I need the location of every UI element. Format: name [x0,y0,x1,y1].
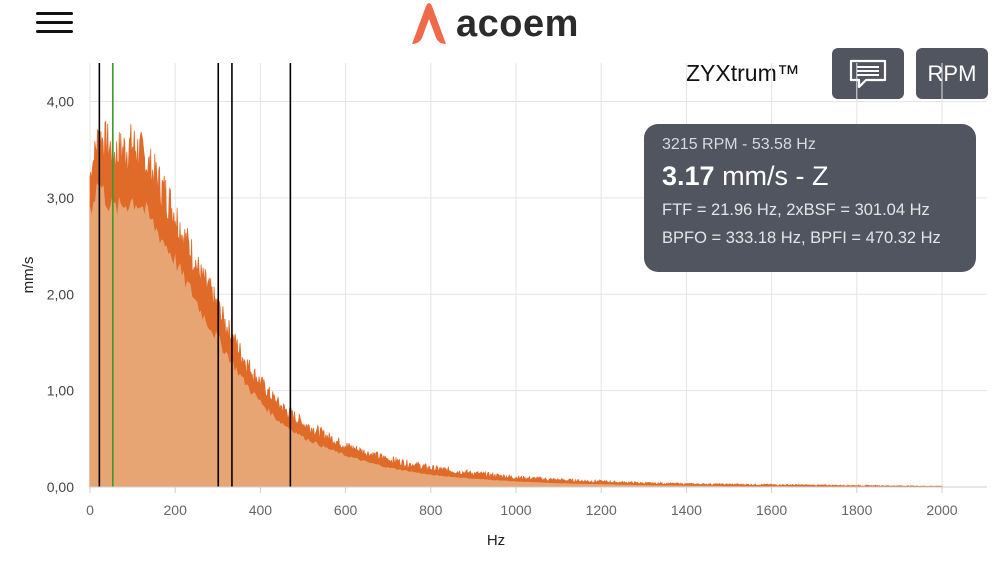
hamburger-menu-icon[interactable] [36,12,73,34]
acoem-logo-icon [412,3,446,44]
menu-bar [36,30,73,33]
x-axis-label: Hz [487,532,505,549]
y-tick-label: 4,00 [47,94,74,110]
amplitude-value: 3.17 [662,161,715,191]
x-tick-label: 800 [419,502,443,518]
y-tick-label: 2,00 [47,286,74,302]
x-tick-label: 0 [86,502,94,518]
x-tick-label: 1800 [841,502,872,518]
x-tick-label: 200 [164,502,188,518]
speed-readout: 3215 RPM - 53.58 Hz [662,136,816,153]
brand-logo: acoem [408,0,579,48]
menu-bar [36,21,73,24]
menu-bar [36,12,73,15]
y-axis-label: mm/s [20,257,37,294]
frequency-markers [98,63,292,487]
chart-axes: 0 200 400 600 800 1000 1200 1400 1600 1800 2000 0,0… [20,94,987,549]
x-tick-label: 2000 [926,502,957,518]
readout-tooltip: 3215 RPM - 53.58 Hz 3.17 mm/s - Z FTF = … [644,124,976,272]
y-tick-label: 0,00 [47,479,74,495]
bearing-frequencies-1: FTF = 21.96 Hz, 2xBSF = 301.04 Hz [662,201,930,219]
amplitude-unit: mm/s - Z [714,161,829,191]
y-tick-label: 3,00 [47,190,74,206]
comment-button[interactable] [832,48,904,99]
x-tick-label: 400 [249,502,273,518]
x-tick-label: 1000 [500,502,531,518]
y-tick-label: 1,00 [47,383,74,399]
app-title: ZYXtrum™ [686,60,800,86]
brand-name: acoem [456,2,579,45]
comment-icon [849,59,887,88]
x-tick-label: 1600 [756,502,787,518]
x-tick-label: 600 [334,502,358,518]
amplitude-readout: 3.17 mm/s - Z [662,161,958,192]
bearing-frequencies-2: BPFO = 333.18 Hz, BPFI = 470.32 Hz [662,229,941,247]
spectrum-fill [90,183,942,487]
rpm-button[interactable]: RPM [916,48,988,99]
x-tick-label: 1200 [586,502,617,518]
x-tick-label: 1400 [671,502,702,518]
